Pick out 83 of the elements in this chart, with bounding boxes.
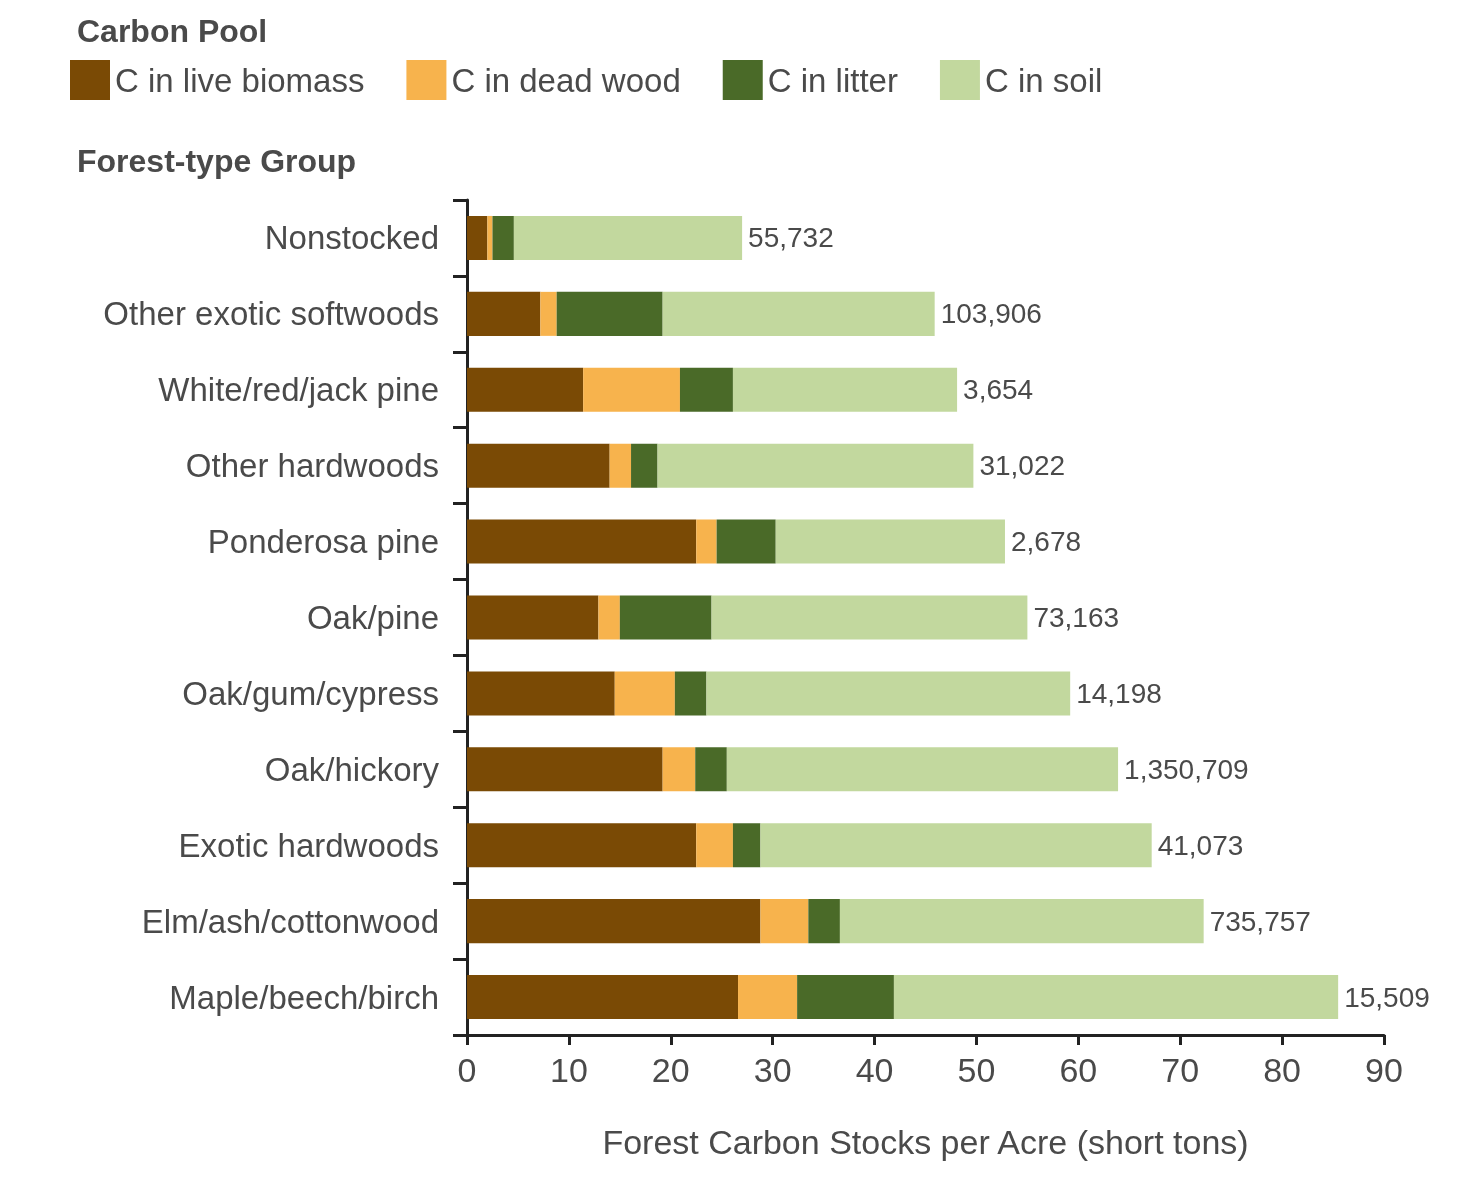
x-tick-label: 80	[1263, 1051, 1302, 1089]
bar	[711, 595, 1028, 640]
bar	[619, 595, 712, 640]
y-tick-label: Oak/gum/cypress	[182, 674, 439, 712]
bar	[631, 443, 658, 488]
bar	[893, 975, 1339, 1020]
x-tick-label: 30	[753, 1051, 792, 1089]
bar	[662, 291, 935, 336]
bar	[775, 519, 1005, 564]
bar	[467, 443, 610, 488]
bar	[657, 443, 974, 488]
bar	[598, 595, 620, 640]
x-tick-label: 0	[457, 1051, 477, 1089]
x-tick-label: 20	[651, 1051, 690, 1089]
bar	[467, 215, 488, 260]
y-tick-label: White/red/jack pine	[158, 371, 439, 409]
bar	[662, 747, 696, 792]
bar	[839, 899, 1204, 944]
bar	[706, 671, 1071, 716]
y-axis-title: Forest-type Group	[77, 143, 357, 179]
bar	[467, 671, 615, 716]
annotation: 14,198	[1076, 677, 1162, 709]
annotation: 73,163	[1033, 602, 1120, 633]
bar	[513, 215, 743, 260]
bar	[808, 899, 840, 944]
bar	[674, 671, 707, 716]
legend-label: C in litter	[767, 61, 898, 99]
annotation: 31,022	[979, 450, 1066, 482]
legend-title: Carbon Pool	[77, 13, 268, 49]
bar	[492, 215, 514, 260]
y-tick-label: Other exotic softwoods	[103, 295, 439, 333]
x-axis-title: Forest Carbon Stocks per Acre (short tons)	[602, 1123, 1249, 1161]
x-tick-label: 10	[549, 1051, 588, 1089]
bar	[467, 823, 697, 868]
x-tick-label: 50	[957, 1051, 996, 1089]
legend-label: C in dead wood	[451, 61, 681, 99]
annotation: 41,073	[1157, 829, 1244, 861]
bar	[467, 595, 599, 640]
x-tick-label: 70	[1161, 1051, 1200, 1089]
y-tick-label: Exotic hardwoods	[178, 826, 439, 864]
annotation: 103,906	[940, 298, 1042, 330]
bar	[716, 519, 776, 564]
bar	[467, 367, 584, 412]
bar	[726, 747, 1119, 792]
bar	[583, 367, 680, 412]
annotation: 735,757	[1209, 905, 1311, 937]
bar	[467, 975, 739, 1020]
bar	[467, 291, 541, 336]
bar	[797, 975, 894, 1020]
bar	[696, 823, 733, 868]
bar	[738, 975, 798, 1020]
bar	[760, 823, 1152, 868]
bar	[487, 215, 493, 260]
y-tick-label: Nonstocked	[264, 219, 439, 257]
annotation: 15,509	[1344, 981, 1430, 1013]
legend-label: C in soil	[984, 61, 1103, 99]
bar	[679, 367, 733, 412]
y-tick-label: Elm/ash/cottonwood	[141, 902, 439, 940]
bar	[556, 291, 663, 336]
y-tick-label: Oak/hickory	[264, 750, 440, 788]
x-tick-label: 90	[1365, 1051, 1403, 1089]
bar	[696, 519, 717, 564]
y-tick-label: Other hardwoods	[185, 447, 439, 485]
annotation: 1,350,709	[1124, 753, 1249, 785]
y-tick-label: Maple/beech/birch	[169, 978, 439, 1016]
bar	[695, 747, 727, 792]
x-tick-label: 40	[855, 1051, 894, 1089]
bar	[609, 443, 632, 488]
bar	[467, 747, 663, 792]
bar	[467, 519, 697, 564]
bar	[467, 899, 761, 944]
bar	[540, 291, 557, 336]
legend-label: C in live biomass	[115, 61, 365, 99]
x-tick-label: 60	[1059, 1051, 1098, 1089]
bar	[732, 367, 958, 412]
y-tick-label: Ponderosa pine	[207, 523, 439, 561]
annotation: 3,654	[963, 374, 1034, 406]
bar	[614, 671, 675, 716]
annotation: 2,678	[1010, 526, 1082, 558]
bar	[760, 899, 809, 944]
annotation: 55,732	[748, 222, 834, 254]
bar	[732, 823, 761, 868]
y-tick-label: Oak/pine	[306, 599, 439, 636]
